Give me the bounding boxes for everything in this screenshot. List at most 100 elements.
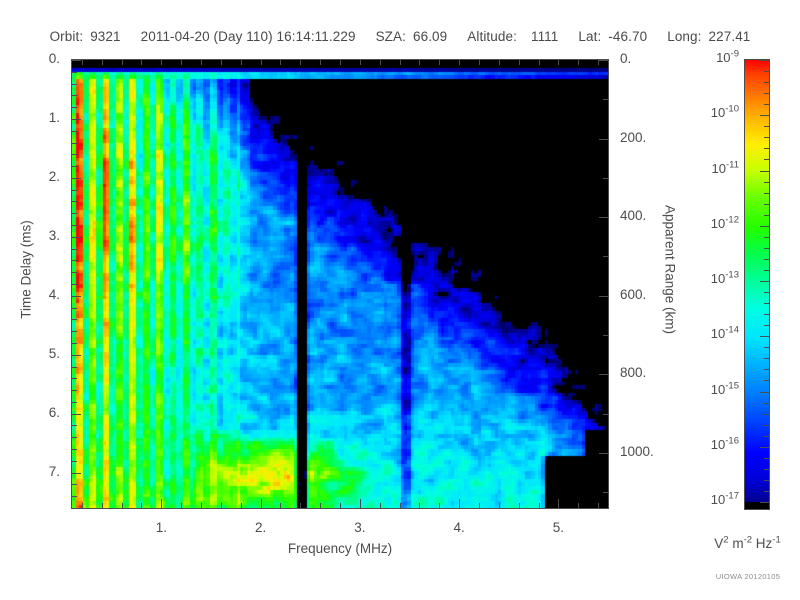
x-minor-tick-top [201,60,202,65]
x-minor-tick-top [400,60,401,65]
y-left-minor-tick [72,84,77,85]
x-minor-tick-top [479,60,480,65]
y-left-minor-tick [72,425,77,426]
y-left-minor-tick [72,496,77,497]
x-minor-tick [280,503,281,508]
x-minor-tick-top [380,60,381,65]
colorbar-border-left [744,60,745,510]
x-minor-tick [578,503,579,508]
colorbar-minor-tick [764,314,769,315]
colorbar-tick-label: 10-9 [716,48,739,65]
x-minor-tick-top [280,60,281,65]
colorbar-minor-tick [764,292,769,293]
x-minor-tick [221,503,222,508]
x-minor-tick [201,503,202,508]
header-timestamp: 2011-04-20 (Day 110) 16:14:11.229 [141,29,356,44]
x-minor-tick-top [459,60,460,65]
y-right-minor-tick [603,374,608,375]
y-left-minor-tick [72,402,77,403]
colorbar-minor-tick [764,369,769,370]
y-left-minor-tick [72,272,77,273]
y-left-minor-tick [72,260,77,261]
y-left-minor-tick [72,378,77,379]
x-minor-tick [499,503,500,508]
y-left-minor-tick [72,308,77,309]
colorbar-minor-tick [764,182,769,183]
colorbar-tick-label: 10-15 [710,380,739,397]
x-minor-tick [439,503,440,508]
colorbar-major-tick [760,171,769,172]
y-left-minor-tick [72,367,77,368]
y-left-minor-tick [72,143,77,144]
y-left-tick-label: 6. [48,404,60,420]
y-right-tick-label: 0. [620,51,632,66]
y-left-minor-tick [72,461,77,462]
colorbar-minor-tick [764,436,769,437]
x-minor-tick-top [241,60,242,65]
x-minor-tick [558,503,559,508]
colorbar-tick-label: 10-13 [710,269,739,286]
y-left-minor-tick [72,225,77,226]
y-axis-left-title: Time Delay (ms) [18,220,34,319]
x-tick-label: 4. [453,520,465,535]
colorbar-border-top [744,59,770,60]
footer-credit: UIOWA 20120105 [715,572,781,581]
y-left-minor-tick [72,449,77,450]
x-minor-tick [141,503,142,508]
y-right-tick-label: 400. [620,208,647,224]
header-altitude-value: 1111 [530,29,559,44]
x-minor-tick [82,503,83,508]
colorbar-minor-tick [764,303,769,304]
y-right-minor-tick [603,296,608,297]
colorbar-minor-tick [764,82,769,83]
colorbar-minor-tick [764,237,769,238]
x-minor-tick-top [558,60,559,65]
colorbar-minor-tick [764,104,769,105]
header-orbit-value: 9321 [90,29,121,44]
x-minor-tick [459,503,460,508]
colorbar-units-label: V2 m-2 Hz-1 [714,534,781,551]
colorbar-minor-tick [764,126,769,127]
colorbar-major-tick [760,447,769,448]
x-minor-tick-top [161,60,162,65]
colorbar-minor-tick [764,480,769,481]
x-minor-tick [241,503,242,508]
y-left-tick-label: 4. [48,286,60,302]
x-minor-tick [419,503,420,508]
header-orbit: Orbit: 9321 [50,29,121,44]
header-latitude-value: -46.70 [608,29,648,44]
colorbar-minor-tick [764,458,769,459]
header-longitude-label: Long: [667,29,702,44]
y-left-minor-tick [72,201,77,202]
x-minor-tick-top [598,60,599,65]
colorbar-minor-tick [764,248,769,249]
y-right-minor-tick [603,256,608,257]
colorbar-major-tick [760,336,769,337]
ionogram-heatmap-canvas [72,60,608,508]
colorbar-minor-tick [764,259,769,260]
x-minor-tick-top [82,60,83,65]
y-left-minor-tick [72,213,77,214]
y-right-minor-tick [603,60,608,61]
colorbar-border-right [769,60,770,510]
x-tick-label: 5. [552,520,564,535]
y-right-minor-tick [603,492,608,493]
x-minor-tick-top [261,60,262,65]
x-minor-tick-top [181,60,182,65]
y-right-tick-label: 600. [620,286,647,302]
colorbar-minor-tick [764,414,769,415]
colorbar-major-tick [760,392,769,393]
colorbar-minor-tick [764,469,769,470]
y-left-minor-tick [72,60,77,61]
colorbar-border-bottom [744,509,770,510]
header-altitude: Altitude: 1111 [467,29,558,44]
y-left-tick-label: 2. [48,168,60,184]
header-orbit-label: Orbit: [49,29,84,44]
colorbar-minor-tick [764,491,769,492]
header-sza: SZA: 66.09 [376,29,448,44]
x-minor-tick-top [499,60,500,65]
x-minor-tick-top [300,60,301,65]
colorbar-minor-tick [764,93,769,94]
y-right-minor-tick [603,453,608,454]
plot-axis-line-top [71,59,609,60]
